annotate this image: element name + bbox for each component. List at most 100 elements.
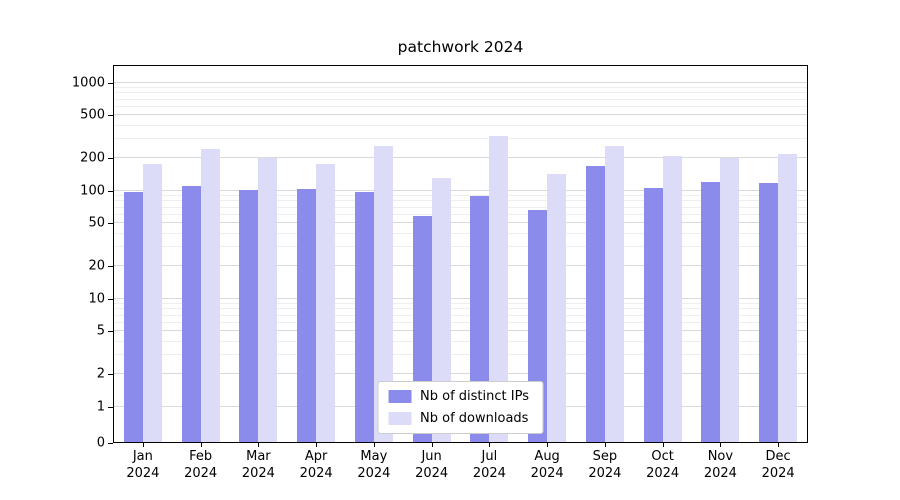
x-tick-month: Mar: [246, 449, 271, 464]
gridline: [114, 189, 807, 191]
x-tick-year: 2024: [703, 465, 737, 481]
y-tick-mark: [108, 158, 113, 160]
bar-distinct-ips: [585, 165, 605, 442]
gridline: [114, 321, 807, 323]
x-tick-label: Mar 2024: [223, 449, 293, 483]
bar-distinct-ips: [181, 186, 201, 442]
gridline: [114, 354, 807, 356]
x-tick-month: Jun: [421, 449, 442, 464]
x-tick-year: 2024: [184, 465, 218, 481]
legend-label-downloads: Nb of downloads: [420, 411, 529, 426]
x-tick-year: 2024: [646, 465, 680, 481]
x-tick-year: 2024: [472, 465, 506, 481]
x-tick-year: 2024: [357, 465, 391, 481]
bar-downloads: [258, 158, 278, 442]
x-tick-mark: [373, 443, 375, 447]
gridline: [114, 114, 807, 116]
x-tick-label: Sep 2024: [570, 449, 640, 483]
legend-item-downloads: Nb of downloads: [388, 411, 529, 426]
x-tick-mark: [778, 443, 780, 447]
gridline: [114, 98, 807, 100]
gridline: [114, 340, 807, 342]
gridline: [114, 232, 807, 234]
x-tick-mark: [316, 443, 318, 447]
x-tick-mark: [200, 443, 202, 447]
y-tick-label: 1000: [71, 75, 105, 91]
x-tick-month: Feb: [189, 449, 213, 464]
x-tick-mark: [662, 443, 664, 447]
y-tick-label: 1: [96, 399, 105, 415]
x-tick-year: 2024: [588, 465, 622, 481]
gridline: [114, 222, 807, 224]
gridline: [114, 92, 807, 94]
x-tick-mark: [142, 443, 144, 447]
y-tick-mark: [108, 443, 113, 444]
bar-downloads: [373, 146, 393, 442]
x-tick-label: Jun 2024: [397, 449, 467, 483]
legend-swatch-downloads: [388, 412, 412, 425]
x-tick-year: 2024: [241, 465, 275, 481]
gridline: [114, 308, 807, 310]
x-tick-month: May: [360, 449, 388, 464]
y-tick-label: 5: [96, 323, 105, 339]
x-tick-month: Sep: [592, 449, 618, 464]
x-tick-month: Jul: [481, 449, 498, 464]
bar-distinct-ips: [123, 191, 143, 442]
bar-downloads: [431, 178, 451, 442]
bar-distinct-ips: [470, 195, 490, 442]
gridline: [114, 200, 807, 202]
bar-downloads: [200, 148, 220, 442]
legend: Nb of distinct IPs Nb of downloads: [377, 381, 544, 434]
y-tick-mark: [108, 266, 113, 268]
y-tick-label: 10: [88, 291, 105, 307]
y-tick-mark: [108, 331, 113, 333]
x-tick-label: Feb 2024: [166, 449, 236, 483]
x-tick-year: 2024: [415, 465, 449, 481]
x-tick-month: Nov: [707, 449, 734, 464]
x-tick-mark: [604, 443, 606, 447]
y-tick-mark: [108, 115, 113, 117]
x-tick-label: Nov 2024: [685, 449, 755, 483]
gridline: [114, 157, 807, 159]
legend-swatch-distinct-ips: [388, 390, 412, 403]
bar-downloads: [720, 158, 740, 442]
x-tick-mark: [720, 443, 722, 447]
legend-label-distinct-ips: Nb of distinct IPs: [420, 389, 529, 404]
y-tick-label: 500: [80, 107, 105, 123]
x-tick-year: 2024: [126, 465, 160, 481]
x-tick-month: Jan: [132, 449, 153, 464]
x-tick-month: Oct: [651, 449, 674, 464]
gridline: [114, 206, 807, 208]
bar-downloads: [662, 156, 682, 442]
bar-distinct-ips: [297, 189, 317, 442]
bar-distinct-ips: [643, 187, 663, 442]
bar-distinct-ips: [701, 182, 721, 442]
gridline: [114, 297, 807, 299]
bar-downloads: [604, 146, 624, 442]
y-tick-mark: [108, 82, 113, 84]
x-tick-year: 2024: [761, 465, 795, 481]
x-tick-label: Apr 2024: [281, 449, 351, 483]
legend-item-distinct-ips: Nb of distinct IPs: [388, 389, 529, 404]
bar-downloads: [316, 164, 336, 442]
x-tick-month: Dec: [765, 449, 791, 464]
gridline: [114, 213, 807, 215]
gridline: [114, 246, 807, 248]
gridline: [114, 86, 807, 88]
x-tick-label: Jan 2024: [108, 449, 178, 483]
bar-distinct-ips: [239, 189, 259, 442]
gridline: [114, 105, 807, 107]
x-tick-label: Dec 2024: [743, 449, 813, 483]
x-tick-mark: [258, 443, 260, 447]
y-tick-label: 50: [88, 215, 105, 231]
x-tick-label: Oct 2024: [628, 449, 698, 483]
x-tick-month: Apr: [304, 449, 328, 464]
gridline: [114, 81, 807, 83]
y-tick-label: 100: [80, 183, 105, 199]
x-tick-label: Aug 2024: [512, 449, 582, 483]
bar-downloads: [489, 135, 509, 442]
plot-area: Nb of distinct IPs Nb of downloads: [113, 65, 808, 443]
gridline: [114, 265, 807, 267]
gridline: [114, 330, 807, 332]
